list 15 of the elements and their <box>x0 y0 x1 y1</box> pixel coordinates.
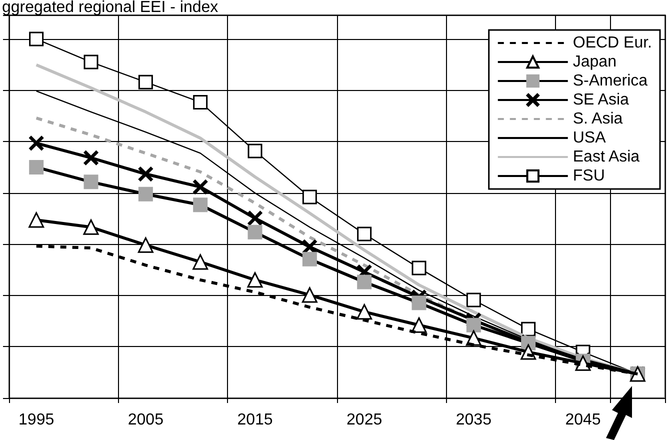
x-tick-label: 2005 <box>128 412 164 428</box>
legend-label: OECD Eur. <box>572 34 652 52</box>
legend-label: FSU <box>572 168 605 184</box>
legend-label: SE Asia <box>572 92 629 108</box>
x-tick-label: 1995 <box>18 412 54 428</box>
x-tick-label: 2035 <box>456 412 492 428</box>
legend-label: East Asia <box>572 148 640 166</box>
legend-label: S-America <box>572 72 648 90</box>
legend-label: USA <box>572 130 606 146</box>
legend-label: Japan <box>572 54 616 70</box>
legend-label: S. Asia <box>572 110 623 128</box>
x-tick-label: 2045 <box>565 412 601 428</box>
chart-title: ggregated regional EEI - index <box>2 0 218 17</box>
x-tick-label: 2025 <box>346 412 382 428</box>
x-tick-label: 2015 <box>237 412 273 428</box>
